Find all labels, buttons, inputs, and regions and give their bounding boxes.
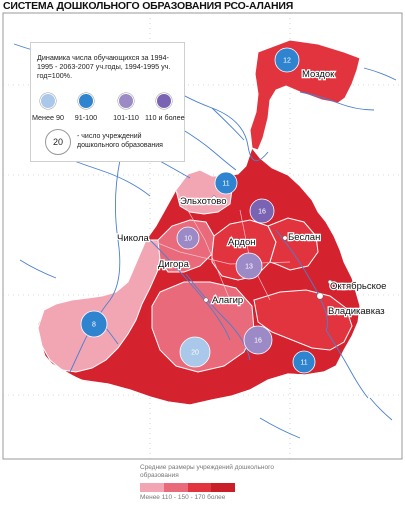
district-alagir <box>151 281 255 373</box>
size-legend-ramp <box>140 483 235 492</box>
legend-count-circle: 20 <box>45 129 71 155</box>
legend-item-101-110: 101-110 <box>107 93 145 122</box>
legend-heading: Динамика числа обучающихся за 1994-1995 … <box>37 53 171 80</box>
count-label-prigorodny: 16 <box>254 338 262 345</box>
size-ramp-step-4 <box>211 483 235 492</box>
count-circle-ardon <box>235 252 263 280</box>
size-ramp-step-3 <box>187 483 212 492</box>
legend-label-101-110: 101-110 <box>113 113 139 122</box>
legend-swatch-less-90 <box>40 93 56 109</box>
city-label-beslan: Беслан <box>288 232 320 243</box>
city-label-elkhotovo: Эльхотово <box>180 196 226 207</box>
count-circle-chikola <box>176 226 200 250</box>
count-label-mozdok: 12 <box>283 58 291 65</box>
size-legend-ticks: Менее 110 - 150 - 170 более <box>140 494 226 501</box>
count-circle-alagir <box>179 336 211 368</box>
count-label-vladikavkaz: 11 <box>300 360 307 367</box>
count-label-irafsky: 8 <box>92 322 96 329</box>
legend-panel: Динамика числа обучающихся за 1994-1995 … <box>30 42 185 162</box>
legend-item-110-plus: 110 и более <box>145 93 185 122</box>
city-labels: Моздок Эльхотово Чикола Ардон Беслан Диг… <box>116 68 388 318</box>
legend-label-91-100: 91-100 <box>74 113 98 122</box>
district-circles: 12 11 16 10 13 8 20 16 11 <box>80 47 316 374</box>
count-circle-vladikavkaz <box>292 350 316 374</box>
legend-label-less-90: Менее 90 <box>31 113 65 122</box>
city-label-alagir: Алагир <box>212 295 243 306</box>
city-markers <box>139 71 333 303</box>
city-label-mozdok: Моздок <box>302 69 335 80</box>
legend-label-110-plus: 110 и более <box>145 113 185 122</box>
legend-swatch-91-100 <box>78 93 94 109</box>
count-circle-kirov <box>249 198 275 224</box>
city-label-oktyabrskoe: Октябрьское <box>330 281 386 292</box>
city-label-digora: Дигора <box>158 259 190 270</box>
southern-border <box>51 363 337 406</box>
count-circle-prigorodny <box>243 325 273 355</box>
count-label-elkhotovo: 11 <box>222 181 229 188</box>
count-label-kirov: 16 <box>258 209 266 216</box>
count-label-ardon: 13 <box>245 264 253 271</box>
size-ramp-step-1 <box>140 483 164 492</box>
district-beslan <box>267 217 319 271</box>
city-label-chikola: Чикола <box>117 233 150 244</box>
map-title: СИСТЕМА ДОШКОЛЬНОГО ОБРАЗОВАНИЯ РСО-АЛАН… <box>3 0 294 12</box>
size-ramp-step-2 <box>163 483 188 492</box>
legend-item-less-90: Менее 90 <box>29 93 67 122</box>
count-circle-elkhotovo <box>214 171 238 195</box>
city-label-ardon: Ардон <box>228 237 255 248</box>
size-legend: Средние размеры учреждений дошкольного о… <box>140 464 280 501</box>
legend-item-91-100: 91-100 <box>67 93 105 122</box>
city-label-vladikavkaz: Владикавказ <box>328 306 385 317</box>
count-label-alagir: 20 <box>191 350 199 357</box>
legend-swatch-110-plus <box>156 93 172 109</box>
count-label-chikola: 10 <box>184 236 192 243</box>
district-west <box>37 239 163 373</box>
count-circle-irafsky <box>80 310 108 338</box>
legend-count-text: - число учреждений дошкольного образован… <box>77 133 163 149</box>
legend-swatch-101-110 <box>118 93 134 109</box>
size-legend-title: Средние размеры учреждений дошкольного о… <box>140 464 274 479</box>
district-vladikavkaz <box>253 289 353 351</box>
count-circle-mozdok <box>274 47 300 73</box>
